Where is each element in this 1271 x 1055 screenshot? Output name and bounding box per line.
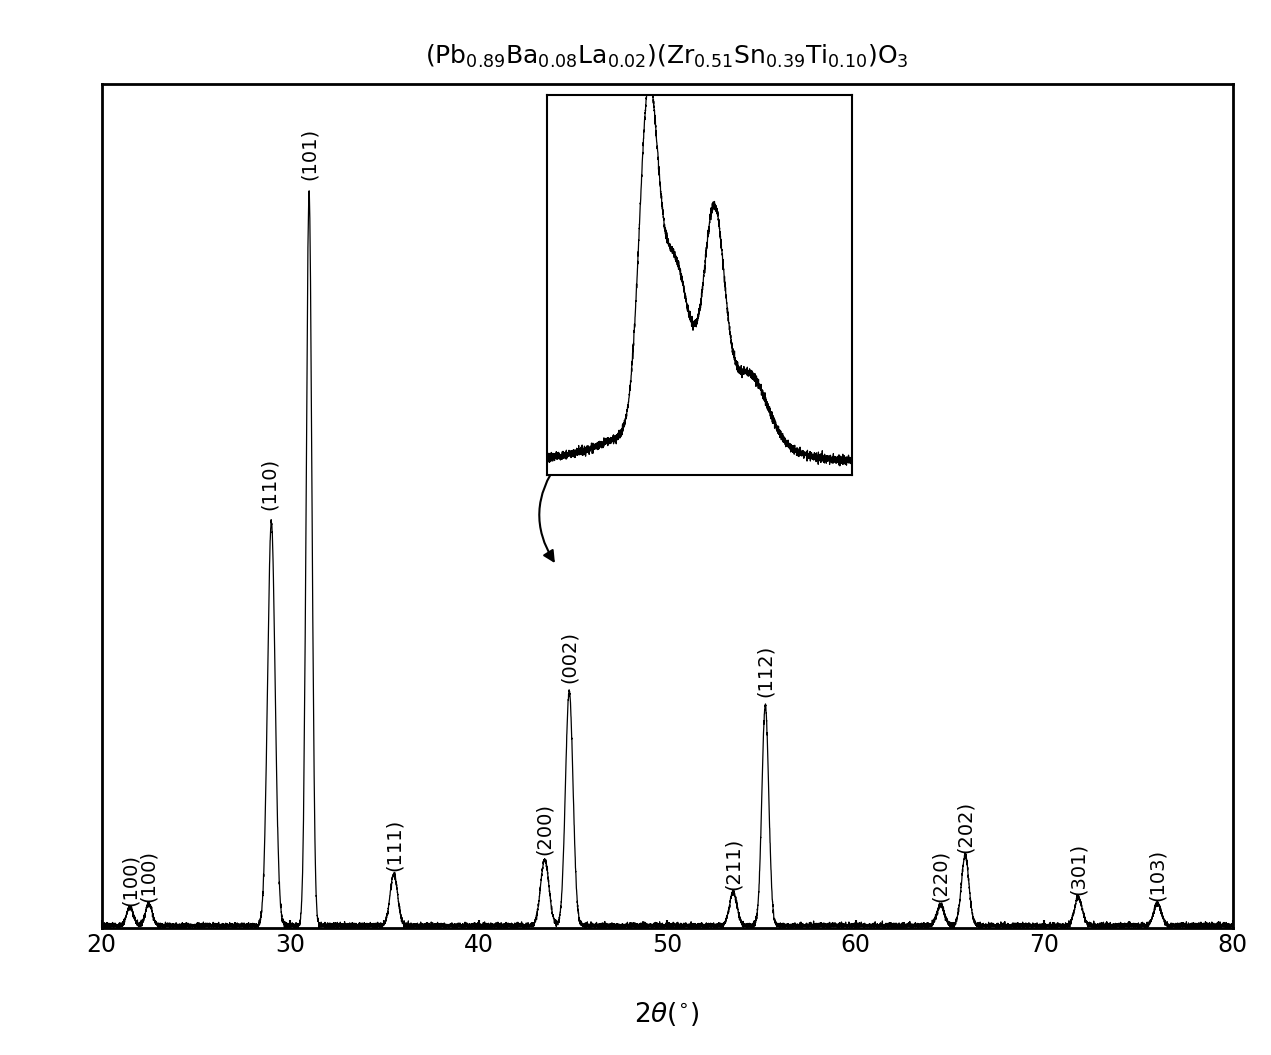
- Text: (111): (111): [384, 819, 403, 871]
- Text: (100): (100): [121, 855, 140, 906]
- Title: $\mathrm{(Pb_{0.89}Ba_{0.08}La_{0.02})(Zr_{0.51}Sn_{0.39}Ti_{0.10})O_3}$: $\mathrm{(Pb_{0.89}Ba_{0.08}La_{0.02})(Z…: [426, 42, 909, 70]
- Text: (100): (100): [140, 850, 159, 902]
- Text: (200): (200): [535, 803, 554, 855]
- Text: (112): (112): [756, 645, 775, 697]
- Text: (301): (301): [1069, 843, 1088, 895]
- Text: (202): (202): [956, 801, 975, 852]
- Text: (103): (103): [1148, 848, 1167, 901]
- Text: (220): (220): [932, 850, 951, 902]
- Text: (101): (101): [300, 128, 319, 179]
- Text: (002): (002): [559, 631, 578, 683]
- Text: $2\theta(^{\circ})$: $2\theta(^{\circ})$: [634, 1000, 700, 1029]
- Text: (110): (110): [261, 458, 278, 510]
- Text: (211): (211): [723, 838, 742, 889]
